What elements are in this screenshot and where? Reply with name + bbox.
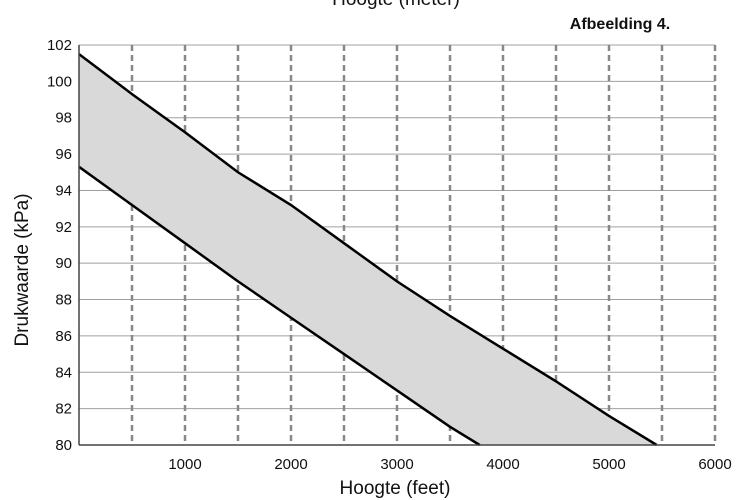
x-tick-label-2000: 2000 <box>274 456 307 473</box>
band-area <box>79 54 657 445</box>
y-tick-label-90: 90 <box>55 255 72 272</box>
x-tick-label-1000: 1000 <box>168 456 201 473</box>
axis-layer <box>78 45 715 446</box>
y-tick-label-80: 80 <box>55 437 72 454</box>
y-tick-label-86: 86 <box>55 328 72 345</box>
y-tick-label-100: 100 <box>47 73 72 90</box>
y-tick-label-92: 92 <box>55 219 72 236</box>
y-tick-label-82: 82 <box>55 401 72 418</box>
upper-boundary-line <box>78 53 658 447</box>
x-tick-label-5000: 5000 <box>592 456 625 473</box>
x-axis-title: Hoogte (feet) <box>340 478 451 499</box>
y-tick-label-84: 84 <box>55 364 72 381</box>
y-tick-label-102: 102 <box>47 37 72 54</box>
y-tick-label-88: 88 <box>55 292 72 309</box>
x-tick-label-6000: 6000 <box>698 456 731 473</box>
y-tick-label-96: 96 <box>55 146 72 163</box>
y-tick-label-94: 94 <box>55 182 72 199</box>
tick-layer: 80 82 84 86 88 90 92 94 96 98 100 102 1000 2000 3000 40… <box>47 37 732 473</box>
band-layer <box>78 53 658 447</box>
lower-boundary-line <box>78 165 481 447</box>
y-tick-label-98: 98 <box>55 110 72 127</box>
top-axis-title-partial: Hoogte (meter) <box>332 0 460 10</box>
x-tick-label-3000: 3000 <box>380 456 413 473</box>
x-tick-label-4000: 4000 <box>486 456 519 473</box>
figure-label: Afbeelding 4. <box>570 16 670 33</box>
y-axis-title: Drukwaarde (kPa) <box>12 193 33 346</box>
